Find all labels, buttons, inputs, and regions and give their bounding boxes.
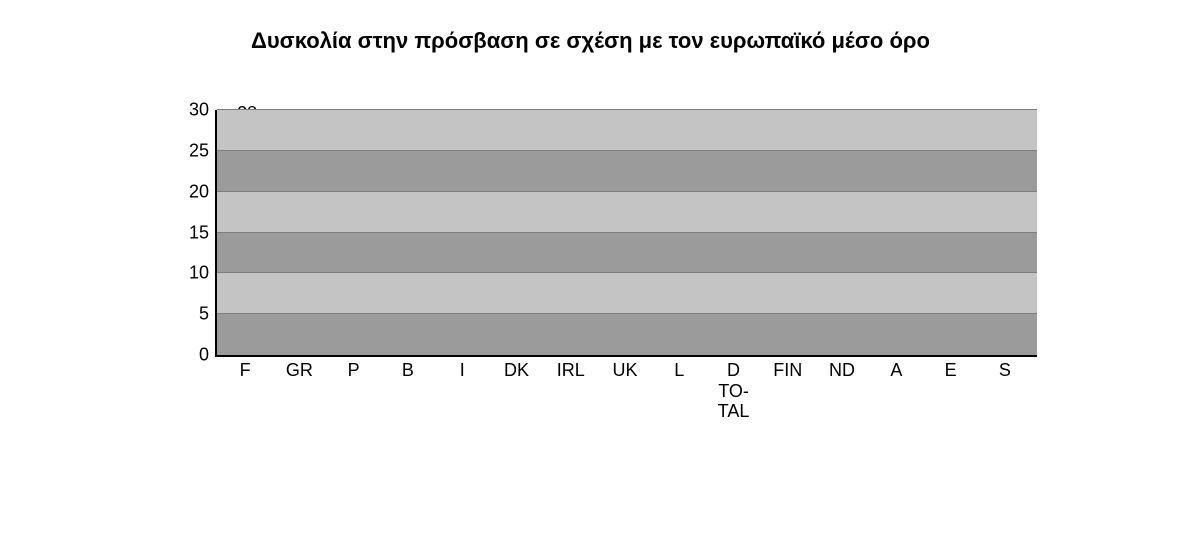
grid-band <box>217 110 1037 151</box>
x-tick-label: A <box>874 360 918 422</box>
gridline <box>217 313 1037 314</box>
y-tick-label: 30 <box>189 100 217 121</box>
chart-title: Δυσκολία στην πρόσβαση σε σχέση με τον ε… <box>0 28 1181 54</box>
gridline <box>217 150 1037 151</box>
x-tick-label: P <box>332 360 376 422</box>
x-axis-labels: FGRPBIDKIRLUKLD TO- TALFINNDAES <box>215 360 1035 422</box>
grid-band <box>217 192 1037 233</box>
y-tick-label: 5 <box>199 304 217 325</box>
y-tick-label: 25 <box>189 140 217 161</box>
x-tick-label: UK <box>603 360 647 422</box>
x-tick-label: FIN <box>766 360 810 422</box>
y-tick-label: 15 <box>189 222 217 243</box>
x-tick-label: ND <box>820 360 864 422</box>
y-tick-label: 10 <box>189 263 217 284</box>
page: Δυσκολία στην πρόσβαση σε σχέση με τον ε… <box>0 0 1181 535</box>
x-tick-label: F <box>223 360 267 422</box>
gridline <box>217 232 1037 233</box>
x-tick-label: S <box>983 360 1027 422</box>
gridline <box>217 191 1037 192</box>
grid-band <box>217 151 1037 192</box>
gridline <box>217 272 1037 273</box>
x-tick-label: D TO- TAL <box>711 360 755 422</box>
x-tick-label: DK <box>494 360 538 422</box>
grid-band <box>217 314 1037 355</box>
gridline <box>217 109 1037 110</box>
x-tick-label: E <box>928 360 972 422</box>
x-tick-label: L <box>657 360 701 422</box>
grid-band <box>217 273 1037 314</box>
x-tick-label: GR <box>277 360 321 422</box>
grid-band <box>217 233 1037 274</box>
x-tick-label: B <box>386 360 430 422</box>
y-tick-label: 20 <box>189 181 217 202</box>
bar-chart: 282722201919141111775530 051015202530 FG… <box>155 110 1055 420</box>
x-tick-label: IRL <box>549 360 593 422</box>
x-tick-label: I <box>440 360 484 422</box>
plot-area: 282722201919141111775530 051015202530 <box>215 110 1037 357</box>
